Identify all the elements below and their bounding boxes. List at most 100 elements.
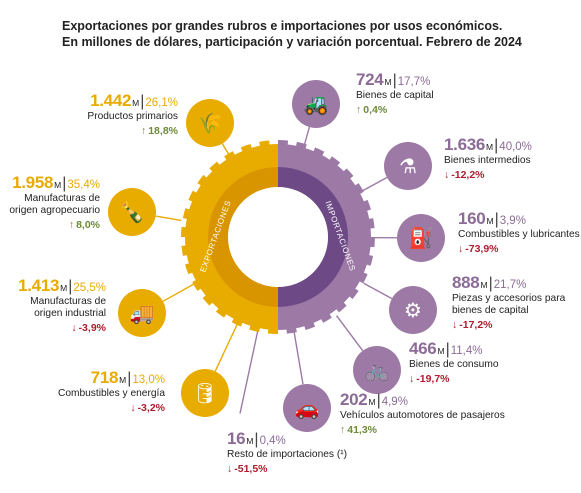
share-resto-importaciones: 0,4%	[259, 435, 286, 447]
label-bienes-consumo: 466M|11,4% Bienes de consumo ↓ -19,7%	[409, 339, 499, 385]
label-bienes-capital: 724M|17,7% Bienes de capital ↑ 0,4%	[356, 70, 434, 116]
ring-notch	[287, 139, 298, 146]
svg-text:⚗: ⚗	[399, 154, 417, 178]
arrow-down-icon: ↓	[71, 322, 77, 334]
svg-text:⚙: ⚙	[404, 298, 422, 322]
ring-notch	[223, 314, 234, 324]
ring-notch	[305, 143, 316, 152]
svg-text:🚲: 🚲	[365, 358, 390, 382]
oil-barrel-icon: 🛢	[181, 369, 229, 417]
label-combustibles-lubricantes: 160M|3,9% Combustibles y lubricantes ↓ -73,…	[458, 209, 580, 255]
change-resto-importaciones: -51,5%	[234, 463, 268, 475]
ring-notch	[216, 155, 227, 165]
svg-text:🚗: 🚗	[295, 396, 320, 420]
name-manufacturas-agropecuario: origen agropecuario	[9, 205, 100, 216]
jerrycan-icon: ⛽	[397, 214, 445, 262]
unit-piezas-accesorios: M	[480, 280, 488, 290]
value-piezas-accesorios: 888	[452, 273, 480, 292]
value-bienes-capital: 724	[356, 70, 384, 89]
value-bienes-intermedios: 1.636	[444, 135, 486, 154]
share-productos-primarios: 26,1%	[145, 97, 178, 109]
ring-notch	[250, 140, 260, 148]
svg-text:🚚: 🚚	[130, 301, 155, 325]
ring-notch	[367, 209, 375, 219]
label-manufacturas-agropecuario: 1.958M|35,4% Manufacturas de origen agrope…	[9, 173, 100, 231]
name-manufacturas-industrial: origen industrial	[34, 308, 106, 319]
share-bienes-consumo: 11,4%	[450, 345, 483, 357]
ring-notch	[187, 272, 196, 283]
ring-notch	[370, 228, 377, 237]
unit-manufacturas-industrial: M	[60, 283, 68, 293]
connector-resto-importaciones	[239, 319, 261, 414]
change-manufacturas-industrial: -3,9%	[78, 322, 106, 334]
label-combustibles-energia: 718M|13,0% Combustibles y energía ↓ -3,2%	[57, 368, 165, 414]
value-productos-primarios: 1.442	[90, 91, 132, 110]
car-icon: 🚗	[283, 384, 331, 432]
name-vehiculos-automotores: Vehículos automotores de pasajeros	[340, 410, 505, 421]
truck-icon: 🚚	[118, 289, 166, 337]
ring: EXPORTACIONES IMPORTACIONES	[179, 138, 377, 336]
wheat-icon: 🌾	[186, 99, 234, 147]
ring-notch	[181, 255, 189, 265]
change-combustibles-lubricantes: -73,9%	[465, 243, 499, 255]
icons: 🌾 🍾 🚚 🛢 🚜 ⚗ ⛽ ⚙ 🚲 🚗	[108, 80, 445, 432]
arrow-up-icon: ↑	[140, 125, 147, 137]
label-manufacturas-industrial: 1.413M|25,5% Manufacturas de origen indust…	[18, 276, 106, 334]
flask-icon: ⚗	[384, 142, 432, 190]
name-bienes-capital: Bienes de capital	[356, 90, 434, 101]
name-combustibles-lubricantes: Combustibles y lubricantes	[458, 229, 580, 240]
ring-notch	[369, 246, 376, 257]
svg-text:🚜: 🚜	[304, 92, 329, 116]
label-piezas-accesorios: 888M|21,7% Piezas y accesorios para bienes…	[452, 273, 566, 331]
ring-notch	[337, 161, 348, 172]
share-vehiculos-automotores: 4,9%	[381, 396, 408, 408]
ring-notch	[196, 288, 206, 299]
ring-notch	[329, 309, 340, 319]
unit-vehiculos-automotores: M	[368, 397, 376, 407]
svg-text:🛢: 🛢	[192, 381, 217, 405]
ring-notch	[296, 326, 306, 334]
change-bienes-intermedios: -12,2%	[451, 169, 485, 181]
value-combustibles-lubricantes: 160	[458, 209, 486, 228]
ring-notch	[350, 175, 360, 186]
ring-inner-imports	[278, 167, 348, 307]
ring-notch	[179, 237, 186, 246]
unit-bienes-intermedios: M	[486, 142, 494, 152]
ring-notch	[360, 191, 369, 202]
value-vehiculos-automotores: 202	[340, 390, 368, 409]
ring-notch	[278, 329, 287, 336]
arrow-up-icon: ↑	[356, 104, 362, 116]
donut-hole	[228, 187, 328, 287]
change-bienes-consumo: -19,7%	[416, 373, 450, 385]
name-manufacturas-industrial: Manufacturas de	[30, 296, 106, 307]
name-manufacturas-agropecuario: Manufacturas de	[24, 193, 100, 204]
svg-text:🌾: 🌾	[198, 111, 223, 135]
bottle-icon: 🍾	[108, 188, 156, 236]
name-bienes-intermedios: Bienes intermedios	[444, 155, 531, 166]
change-bienes-capital: 0,4%	[363, 104, 388, 116]
label-productos-primarios: 1.442M|26,1% Productos primarios ↑ 18,8%	[87, 91, 178, 137]
value-bienes-consumo: 466	[409, 339, 437, 358]
arrow-up-icon: ↑	[68, 219, 75, 231]
ring-notch	[240, 322, 251, 331]
bolt-part-icon: ⚙	[389, 286, 437, 334]
ring-inner-exports	[208, 167, 278, 307]
arrow-down-icon: ↓	[227, 463, 233, 475]
ring-notch	[363, 264, 372, 275]
ring-notch	[180, 217, 187, 228]
name-productos-primarios: Productos primarios	[87, 111, 178, 122]
bicycle-icon: 🚲	[353, 346, 401, 394]
change-vehiculos-automotores: 41,3%	[347, 424, 378, 436]
share-manufacturas-industrial: 25,5%	[73, 282, 106, 294]
label-resto-importaciones: 16M|0,4% Resto de importaciones (¹) ↓ -51,5…	[227, 429, 348, 475]
ring-notch	[191, 182, 201, 193]
unit-productos-primarios: M	[132, 98, 140, 108]
ring-notch	[202, 167, 213, 178]
change-manufacturas-agropecuario: 8,0%	[76, 219, 100, 231]
chart-title-line-2: En millones de dólares, participación y …	[62, 35, 522, 49]
arrow-up-icon: ↑	[340, 424, 346, 436]
share-bienes-capital: 17,7%	[397, 76, 431, 88]
value-resto-importaciones: 16	[227, 429, 246, 448]
name-combustibles-energia: Combustibles y energía	[57, 388, 165, 399]
